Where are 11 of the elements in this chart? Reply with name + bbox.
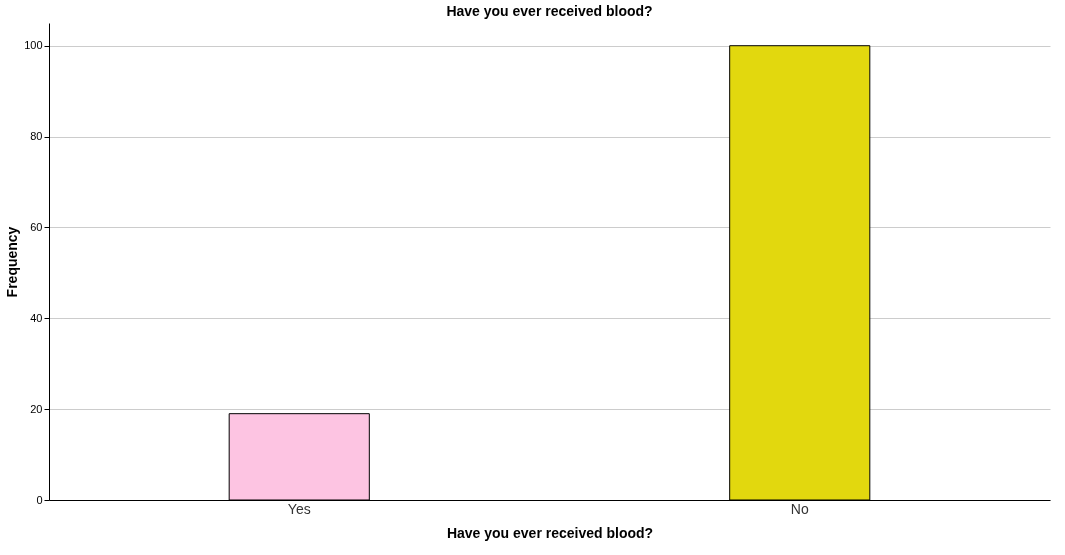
y-tick-label: 0: [36, 493, 43, 506]
y-tick-label: 20: [30, 402, 43, 415]
y-tick-label: 100: [24, 39, 43, 52]
x-axis-title: Have you ever received blood?: [446, 524, 654, 541]
y-axis-title: Frequency: [4, 226, 21, 298]
y-tick-label: 40: [30, 311, 43, 324]
chart-title: Have you ever received blood?: [446, 3, 653, 19]
x-tick-label: No: [790, 500, 809, 517]
x-tick-label: Yes: [287, 500, 311, 517]
y-tick-label: 60: [30, 220, 43, 233]
y-tick-label: 80: [30, 130, 43, 143]
